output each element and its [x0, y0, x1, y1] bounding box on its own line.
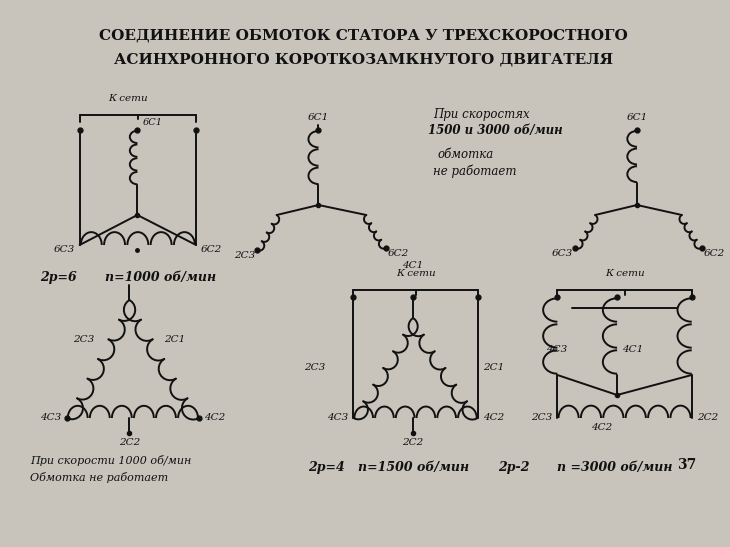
- Text: 6С2: 6С2: [201, 246, 223, 254]
- Text: не работает: не работает: [433, 165, 516, 178]
- Text: СОЕДИНЕНИЕ ОБМОТОК СТАТОРА У ТРЕХСКОРОСТНОГО: СОЕДИНЕНИЕ ОБМОТОК СТАТОРА У ТРЕХСКОРОСТ…: [99, 28, 628, 42]
- Text: К сети: К сети: [108, 94, 147, 103]
- Text: 4С3: 4С3: [546, 346, 567, 354]
- Text: 2С2: 2С2: [402, 438, 423, 447]
- Text: n=1500 об/мин: n=1500 об/мин: [358, 462, 469, 474]
- Text: 6С3: 6С3: [53, 246, 74, 254]
- Text: обмотка: обмотка: [438, 148, 494, 161]
- Text: 2С2: 2С2: [696, 414, 718, 422]
- Text: n =3000 об/мин: n =3000 об/мин: [558, 462, 673, 474]
- Text: 2С2: 2С2: [119, 438, 140, 447]
- Text: 6С1: 6С1: [308, 113, 329, 122]
- Text: 1500 и 3000 об/мин: 1500 и 3000 об/мин: [428, 124, 563, 137]
- Text: 2р=6: 2р=6: [40, 271, 77, 284]
- Text: 2С3: 2С3: [73, 335, 95, 345]
- Text: Обмотка не работает: Обмотка не работает: [30, 472, 168, 483]
- Text: 2р-2: 2р-2: [498, 462, 529, 474]
- Text: n=1000 об/мин: n=1000 об/мин: [104, 271, 215, 284]
- Text: 6С2: 6С2: [704, 248, 725, 258]
- Text: 6С2: 6С2: [388, 248, 410, 258]
- Text: 4С3: 4С3: [40, 414, 62, 422]
- Text: 4С2: 4С2: [483, 414, 504, 422]
- Text: 2р=4: 2р=4: [309, 462, 345, 474]
- Text: 37: 37: [677, 458, 696, 472]
- Text: АСИНХРОННОГО КОРОТКОЗАМКНУТОГО ДВИГАТЕЛЯ: АСИНХРОННОГО КОРОТКОЗАМКНУТОГО ДВИГАТЕЛЯ: [114, 52, 613, 66]
- Text: К сети: К сети: [396, 269, 435, 278]
- Text: 4С3: 4С3: [327, 414, 348, 422]
- Text: 2С3: 2С3: [234, 251, 255, 259]
- Text: 2С3: 2С3: [304, 364, 326, 373]
- Text: 2С1: 2С1: [483, 364, 504, 373]
- Text: 6С1: 6С1: [626, 113, 648, 122]
- Text: При скоростях: При скоростях: [433, 108, 529, 121]
- Text: 6С1: 6С1: [142, 118, 162, 127]
- Text: 2С3: 2С3: [531, 414, 553, 422]
- Text: 4С2: 4С2: [204, 414, 226, 422]
- Text: 2С1: 2С1: [164, 335, 185, 345]
- Text: При скорости 1000 об/мин: При скорости 1000 об/мин: [30, 455, 191, 466]
- Text: 6С3: 6С3: [552, 248, 573, 258]
- Text: 4С1: 4С1: [622, 346, 643, 354]
- Text: 4С1: 4С1: [402, 261, 423, 270]
- Text: К сети: К сети: [604, 269, 645, 278]
- Text: 4С2: 4С2: [591, 423, 612, 432]
